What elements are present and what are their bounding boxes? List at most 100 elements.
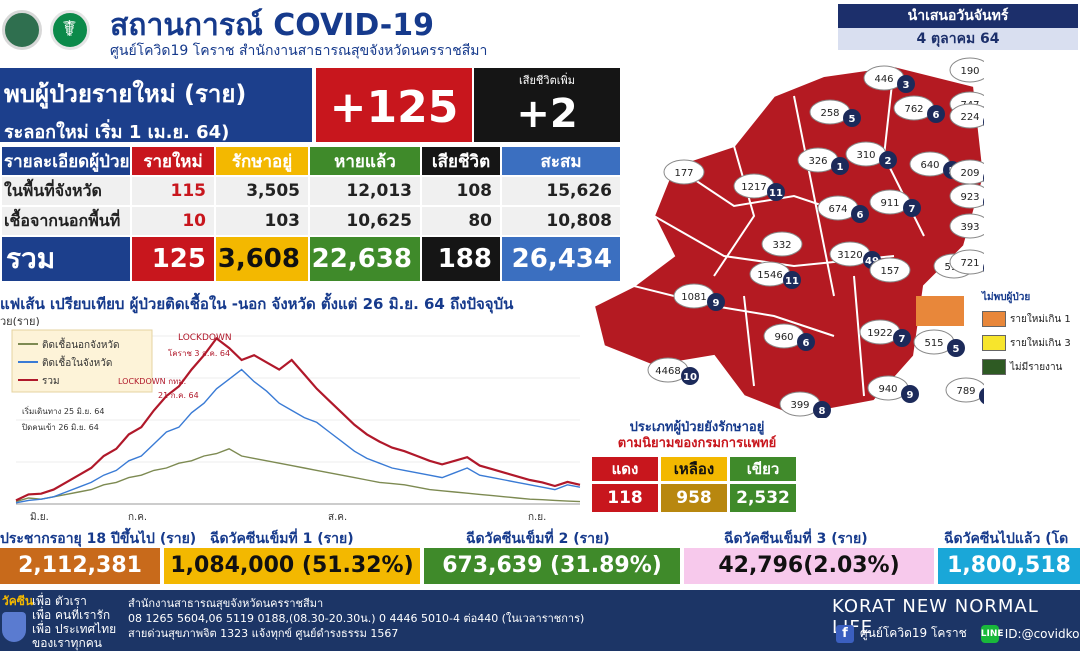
date-box: นำเสนอวันจันทร์ 4 ตุลาคม 64 [838, 4, 1078, 50]
district-new-bubble [947, 339, 965, 357]
month-label: ก.ย. [528, 512, 546, 521]
footer-slogan: ของเราทุกคน [32, 636, 102, 650]
district-new-bubble [879, 151, 897, 169]
lockdown2-label: LOCKDOWN กทม. [118, 377, 186, 386]
headline-label: พบผู้ป่วยรายใหม่ (ราย) ระลอกใหม่ เริ่ม 1… [0, 68, 312, 143]
legend-item: รายใหม่เกิน 1 [982, 311, 1080, 327]
district-new: 9 [907, 390, 914, 401]
district-marker: 310 2 [845, 141, 897, 169]
legend-swatch-orange [982, 311, 1006, 327]
start-note-2: ปิดคนเข้า 26 มิ.ย. 64 [21, 423, 99, 432]
severity-yellow: เหลือง 958 [661, 457, 727, 512]
district-total: 393 [960, 222, 979, 233]
district-new-bubble [897, 75, 915, 93]
district-total: 515 [924, 338, 943, 349]
footer-org: สำนักงานสาธารณสุขจังหวัดนครราชสีมา [128, 597, 324, 610]
vaccine-value-population: 2,112,381 [0, 548, 160, 584]
footer-slogan: เพื่อ ตัวเรา [32, 594, 87, 608]
district-new: 49 [865, 256, 879, 267]
health-logo [50, 10, 90, 50]
district-new: 5 [849, 114, 856, 125]
legend-item: ไม่มีรายงาน [982, 359, 1080, 375]
district-total: 940 [878, 384, 897, 395]
district-total: 1217 [741, 182, 766, 193]
district-marker: 7218 [949, 249, 984, 275]
headline-line1: พบผู้ป่วยรายใหม่ (ราย) [4, 80, 247, 108]
district-marker: 960 6 [763, 323, 815, 351]
start-note-1: เริ่มเดินทาง 25 มิ.ย. 64 [22, 405, 104, 416]
header-cumulative: สะสม [500, 145, 622, 177]
row-label: ในพื้นที่จังหวัด [0, 175, 132, 207]
page-title: สถานการณ์ COVID-19 [110, 8, 434, 43]
chart-title: แฟเส้น เปรียบเทียบ ผู้ป่วยติดเชื้อใน -นอ… [0, 295, 514, 313]
district-marker: 9233 [949, 183, 984, 209]
district-total-bubble [949, 103, 984, 129]
district-total: 3120 [837, 250, 862, 261]
district-total: 326 [808, 156, 827, 167]
district-new-bubble [983, 173, 984, 183]
moph-logo [2, 10, 42, 50]
vaccine-value-dose1: 1,084,000 (51.32%) [164, 548, 420, 584]
district-total: 721 [960, 258, 979, 269]
district-marker: 940 9 [867, 375, 919, 403]
district-new: 8 [819, 406, 826, 417]
district-total-bubble [949, 213, 984, 239]
district-new: 1 [837, 162, 844, 173]
district-total-bubble [869, 257, 911, 283]
severity-red: แดง 118 [592, 457, 658, 512]
total-treating: 3,608 [214, 235, 310, 283]
district-total: 332 [772, 240, 791, 251]
facebook-icon[interactable]: f [836, 624, 854, 643]
district-marker: 399 8 [779, 391, 831, 418]
footer-slogan: เพื่อ ประเทศไทย [32, 622, 117, 636]
series-line-ติดเชื้อในจังหวัด [15, 368, 581, 504]
district-total-bubble [949, 249, 984, 275]
district-new-bubble [797, 333, 815, 351]
district-marker: 7895 [945, 377, 984, 405]
district-new: 7 [909, 204, 916, 215]
district-new: 11 [785, 276, 799, 287]
district-map: 4463190747325857626224217712171132613102… [594, 57, 984, 418]
legend-title: ไม่พบผู้ป่วย [982, 292, 1031, 303]
district-total: 1546 [757, 270, 782, 281]
cell-new: 115 [130, 175, 216, 207]
cell-deaths: 80 [420, 205, 502, 237]
district-total: 399 [790, 400, 809, 411]
line-id[interactable]: ID:@covidko [1004, 626, 1080, 641]
footer-slogan: เพื่อ คนที่เรารัก [32, 608, 111, 622]
header-new: รายใหม่ [130, 145, 216, 177]
line-icon[interactable]: LINE [980, 624, 1004, 643]
chart-ylabel: วย(ราย) [0, 315, 40, 328]
district-marker: 393 [949, 213, 984, 239]
cell-recovered: 12,013 [308, 175, 422, 207]
severity-green: เขียว 2,532 [730, 457, 796, 512]
table-row: เชื้อจากนอกพื้นที่ 10 103 10,625 80 10,8… [0, 205, 622, 237]
legend-total-label: รวม [42, 376, 60, 387]
new-deaths-box: เสียชีวิตเพิ่ม +2 [474, 68, 620, 142]
month-label: มิ.ย. [30, 512, 49, 521]
district-total: 224 [960, 112, 979, 123]
district-new-bubble [831, 157, 849, 175]
district-marker: 762 6 [893, 95, 945, 123]
legend-swatch-green [982, 359, 1006, 375]
total-cumulative: 26,434 [500, 235, 622, 283]
district-new-bubble [901, 385, 919, 403]
cell-cumulative: 15,626 [500, 175, 622, 207]
legend-item-label: รายใหม่เกิน 3 [1010, 337, 1071, 349]
district-new: 6 [933, 110, 940, 121]
district-total: 640 [920, 160, 939, 171]
cell-new: 10 [130, 205, 216, 237]
district-new-bubble [813, 401, 831, 418]
cell-treating: 103 [214, 205, 310, 237]
district-total-bubble [945, 377, 984, 403]
facebook-link[interactable]: ศูนย์โควิด19 โคราช [860, 626, 967, 640]
vaccine-shield-icon [2, 612, 26, 642]
severity-red-label: แดง [592, 457, 658, 481]
district-marker: 332 [761, 231, 803, 257]
district-marker: 674 6 [817, 195, 869, 223]
district-total: 177 [674, 168, 693, 179]
month-label: ส.ค. [328, 512, 347, 521]
month-label: ก.ค. [128, 512, 147, 521]
header-recovered: หายแล้ว [308, 145, 422, 177]
footer-slogans: วัคซีน เพื่อ ตัวเรา เพื่อ คนที่เรารัก เพ… [2, 594, 117, 650]
